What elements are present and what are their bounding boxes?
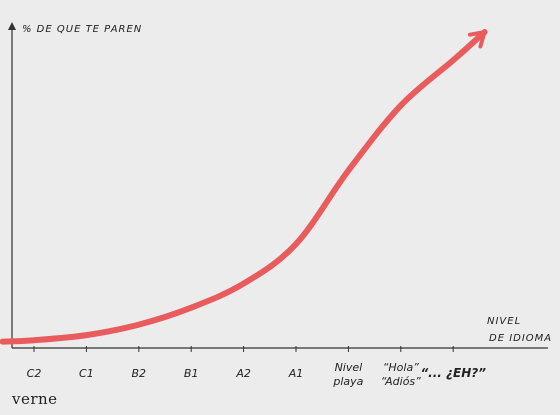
x-tick-label-4: B1 <box>184 367 199 380</box>
y-axis-title: % DE QUE TE PAREN <box>22 24 142 35</box>
series-line <box>0 29 488 345</box>
x-tick-label-8: “Hola” “Adiós” <box>381 361 421 388</box>
x-tick-label-2: C1 <box>79 367 94 380</box>
x-tick-label-5: A2 <box>235 367 251 380</box>
x-axis: C2 C1 B2 B1 A2 A1 Nivel playa “Hola” “Adiós”“... … <box>12 316 552 388</box>
x-axis-title-line-2: DE IDIOMA <box>489 333 552 344</box>
y-axis-arrow <box>8 22 16 30</box>
x-tick-label-7: Nivel playa <box>332 361 363 388</box>
x-ticks <box>33 346 454 352</box>
x-axis-title: NIVEL DE IDIOMA <box>487 316 552 344</box>
x-tick-label-9: “... ¿EH?” <box>420 366 486 380</box>
x-axis-title-line-1: NIVEL <box>487 316 521 327</box>
brand-logo: verne <box>11 390 58 408</box>
x-tick-label-6: A1 <box>288 367 304 380</box>
series-arrowhead <box>467 30 487 49</box>
x-tick-labels: C2 C1 B2 B1 A2 A1 Nivel playa “Hola” “Adiós”“... … <box>27 361 487 388</box>
y-axis: % DE QUE TE PAREN <box>8 22 142 348</box>
x-tick-label-3: B2 <box>132 367 147 380</box>
series <box>0 29 488 345</box>
x-tick-label-1: C2 <box>27 367 42 380</box>
